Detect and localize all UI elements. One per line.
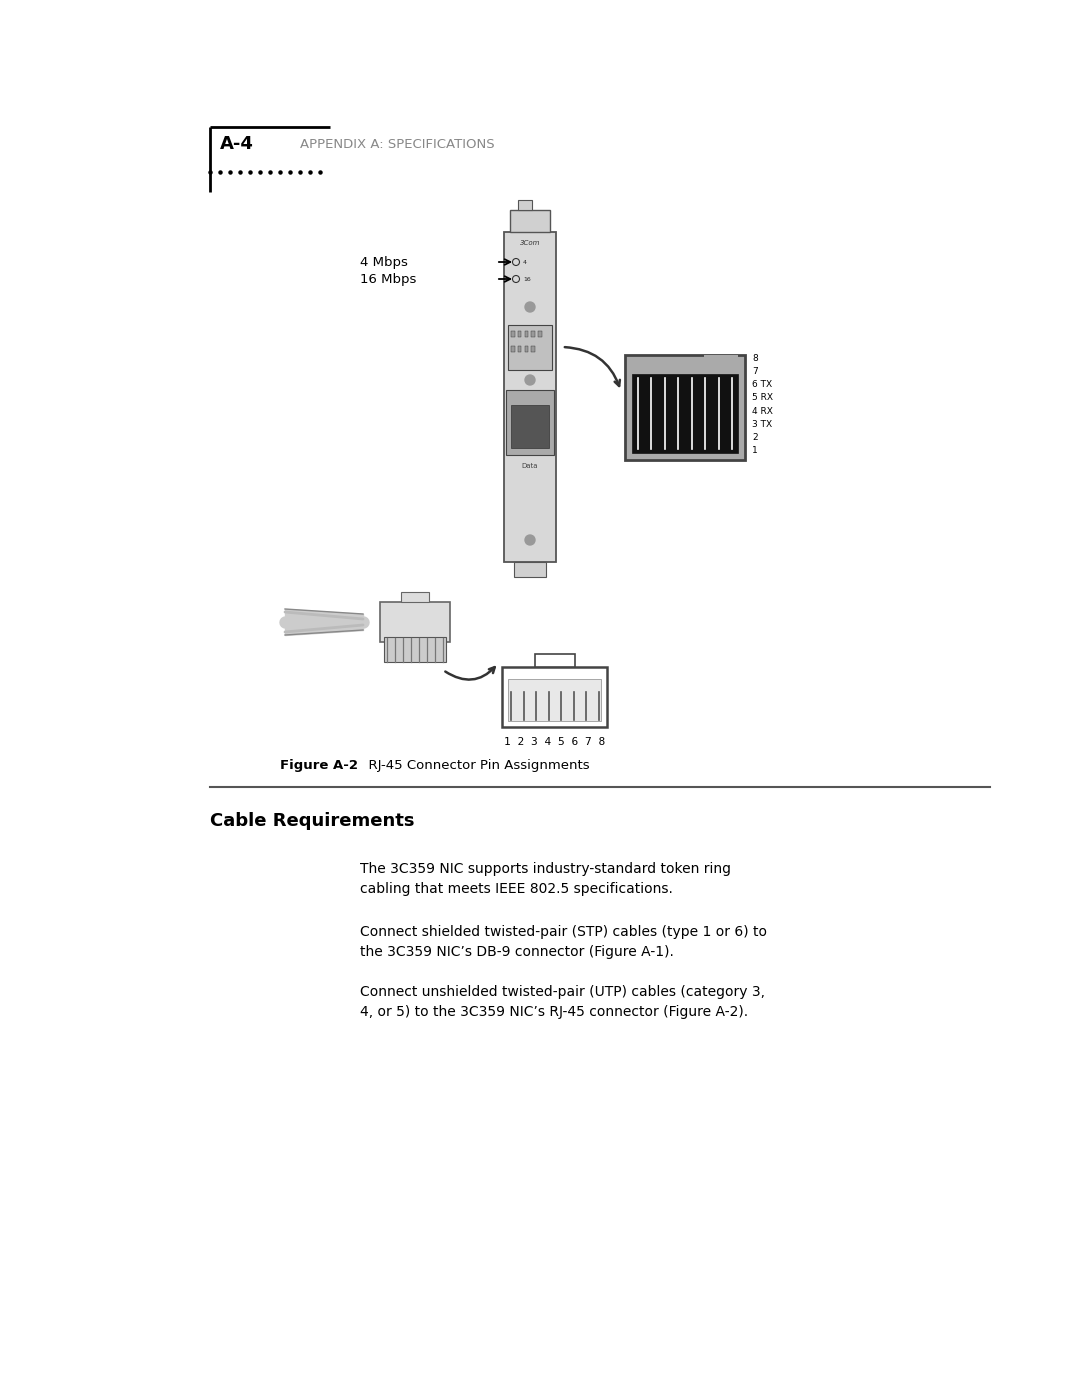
FancyBboxPatch shape xyxy=(508,324,552,369)
Text: Cable Requirements: Cable Requirements xyxy=(210,812,415,830)
Text: 4 RX: 4 RX xyxy=(752,407,773,415)
FancyBboxPatch shape xyxy=(509,679,602,721)
Bar xyxy=(525,345,528,352)
Text: RJ-45 Connector Pin Assignments: RJ-45 Connector Pin Assignments xyxy=(360,759,590,773)
FancyBboxPatch shape xyxy=(535,654,575,666)
Text: 3 TX: 3 TX xyxy=(752,419,772,429)
FancyBboxPatch shape xyxy=(401,592,429,602)
Text: 3Com: 3Com xyxy=(519,240,540,246)
Bar xyxy=(511,331,514,337)
Bar xyxy=(525,331,528,337)
Bar xyxy=(517,345,522,352)
Circle shape xyxy=(525,302,535,312)
FancyBboxPatch shape xyxy=(514,562,546,577)
Text: 8: 8 xyxy=(752,353,758,363)
Text: 2: 2 xyxy=(752,433,758,441)
Text: 7: 7 xyxy=(752,367,758,376)
FancyBboxPatch shape xyxy=(518,200,532,210)
Circle shape xyxy=(525,535,535,545)
Text: 1 2 3 4 5 6 7 8: 1 2 3 4 5 6 7 8 xyxy=(504,738,606,747)
Text: The 3C359 NIC supports industry-standard token ring
cabling that meets IEEE 802.: The 3C359 NIC supports industry-standard… xyxy=(360,862,731,895)
Text: Connect shielded twisted-pair (STP) cables (type 1 or 6) to
the 3C359 NIC’s DB-9: Connect shielded twisted-pair (STP) cabl… xyxy=(360,925,767,960)
Text: 6 TX: 6 TX xyxy=(752,380,772,390)
FancyBboxPatch shape xyxy=(510,210,550,232)
Text: 16 Mbps: 16 Mbps xyxy=(360,272,417,285)
FancyBboxPatch shape xyxy=(502,666,607,726)
Circle shape xyxy=(525,374,535,386)
Text: Data: Data xyxy=(522,464,538,469)
Bar xyxy=(511,345,514,352)
Text: 4 Mbps: 4 Mbps xyxy=(360,256,408,268)
Text: 1: 1 xyxy=(752,446,758,455)
FancyBboxPatch shape xyxy=(504,232,556,562)
FancyBboxPatch shape xyxy=(632,374,738,453)
Bar xyxy=(517,331,522,337)
FancyBboxPatch shape xyxy=(380,602,450,643)
Bar xyxy=(538,331,542,337)
Text: 16: 16 xyxy=(523,277,530,282)
FancyBboxPatch shape xyxy=(625,355,745,460)
Text: 5 RX: 5 RX xyxy=(752,394,773,402)
FancyBboxPatch shape xyxy=(704,355,738,374)
Text: A-4: A-4 xyxy=(220,136,254,154)
Text: Connect unshielded twisted-pair (UTP) cables (category 3,
4, or 5) to the 3C359 : Connect unshielded twisted-pair (UTP) ca… xyxy=(360,985,765,1018)
Bar xyxy=(531,345,535,352)
Text: 4: 4 xyxy=(523,260,527,264)
Text: APPENDIX A: SPECIFICATIONS: APPENDIX A: SPECIFICATIONS xyxy=(300,137,495,151)
FancyBboxPatch shape xyxy=(511,405,549,447)
FancyBboxPatch shape xyxy=(384,637,446,662)
FancyBboxPatch shape xyxy=(507,390,554,454)
Text: Figure A-2: Figure A-2 xyxy=(280,759,357,773)
Bar xyxy=(531,331,535,337)
